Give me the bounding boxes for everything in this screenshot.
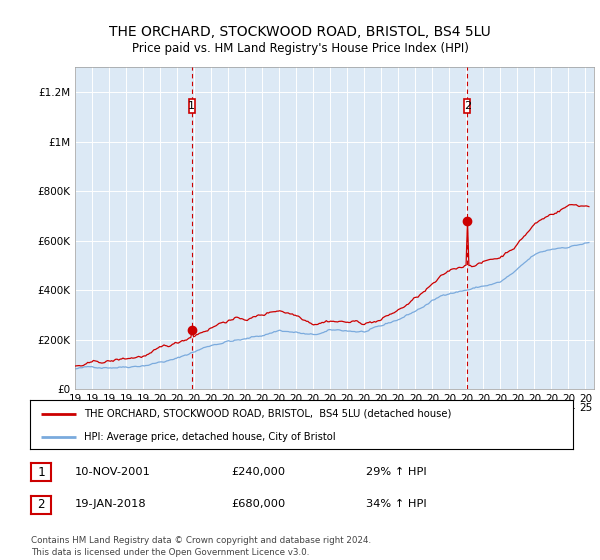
Text: 2: 2	[37, 498, 45, 511]
FancyBboxPatch shape	[464, 99, 470, 113]
Text: HPI: Average price, detached house, City of Bristol: HPI: Average price, detached house, City…	[85, 432, 336, 442]
Text: 1: 1	[37, 465, 45, 479]
Text: Price paid vs. HM Land Registry's House Price Index (HPI): Price paid vs. HM Land Registry's House …	[131, 42, 469, 55]
Text: 34% ↑ HPI: 34% ↑ HPI	[366, 499, 427, 509]
Text: 29% ↑ HPI: 29% ↑ HPI	[366, 466, 427, 477]
Text: 10-NOV-2001: 10-NOV-2001	[75, 466, 151, 477]
Text: 19-JAN-2018: 19-JAN-2018	[75, 499, 146, 509]
Text: 2: 2	[464, 101, 471, 111]
Text: 1: 1	[188, 101, 195, 111]
Text: Contains HM Land Registry data © Crown copyright and database right 2024.
This d: Contains HM Land Registry data © Crown c…	[31, 536, 371, 557]
Text: THE ORCHARD, STOCKWOOD ROAD, BRISTOL, BS4 5LU: THE ORCHARD, STOCKWOOD ROAD, BRISTOL, BS…	[109, 25, 491, 39]
Text: £680,000: £680,000	[231, 499, 285, 509]
Text: THE ORCHARD, STOCKWOOD ROAD, BRISTOL,  BS4 5LU (detached house): THE ORCHARD, STOCKWOOD ROAD, BRISTOL, BS…	[85, 409, 452, 419]
Text: £240,000: £240,000	[231, 466, 285, 477]
FancyBboxPatch shape	[189, 99, 195, 113]
